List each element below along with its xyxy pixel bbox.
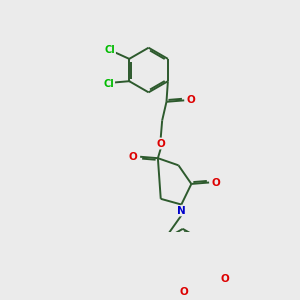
Text: N: N xyxy=(177,206,186,216)
Text: O: O xyxy=(187,95,196,105)
Text: O: O xyxy=(180,287,189,297)
Text: O: O xyxy=(156,139,165,149)
Text: Cl: Cl xyxy=(105,45,116,55)
Text: O: O xyxy=(221,274,230,284)
Text: Cl: Cl xyxy=(104,79,115,89)
Text: O: O xyxy=(212,178,220,188)
Text: O: O xyxy=(129,152,137,162)
